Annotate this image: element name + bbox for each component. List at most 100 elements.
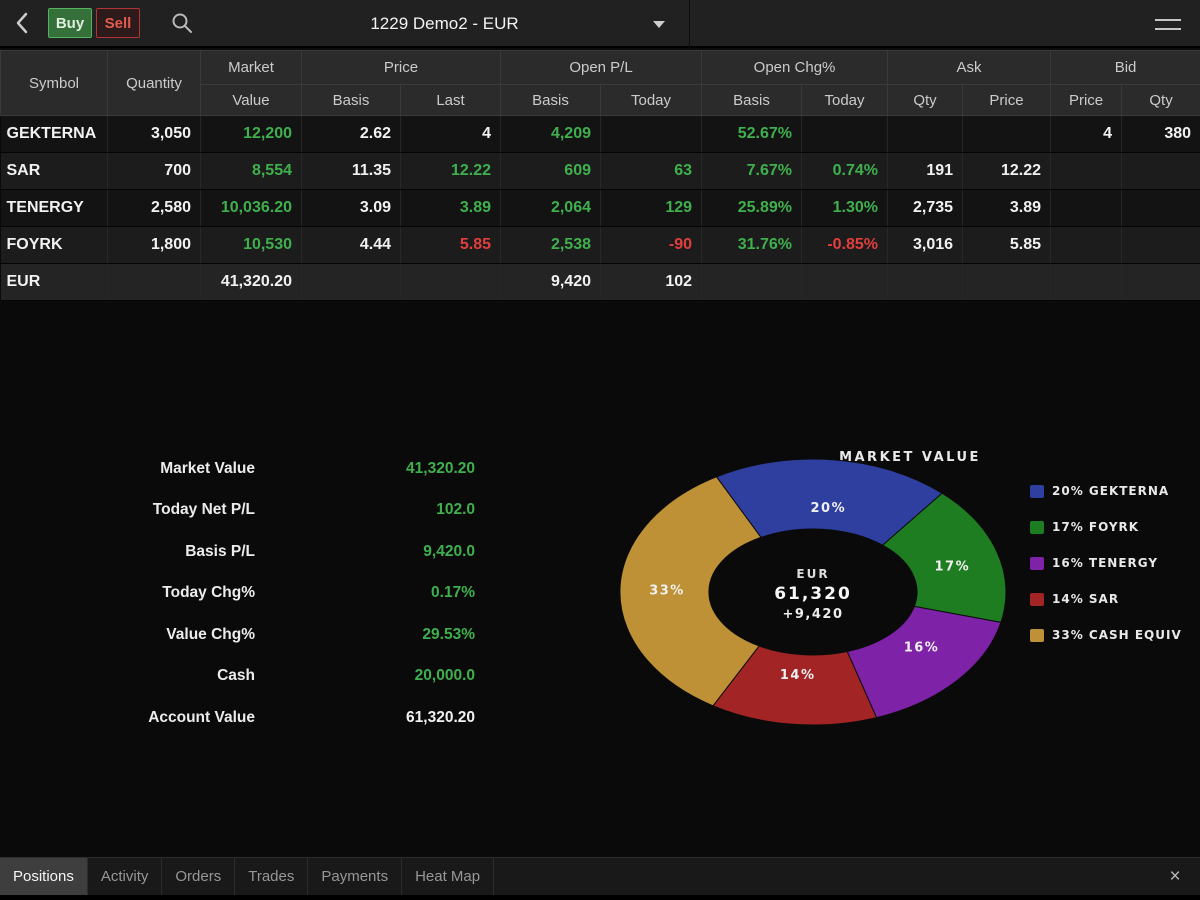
col-subheader-chg-today: Today [801,84,889,116]
value-cell: 3,050 [107,115,201,153]
chart-title: MARKET VALUE [839,450,981,465]
bottom-tabbar: Positions Activity Orders Trades Payments Hea… [0,857,1200,895]
value-cell: 3.89 [962,189,1052,227]
tab-heat-map[interactable]: Heat Map [402,858,495,895]
value-cell: 8,554 [200,152,302,190]
value-cell: 2.62 [301,115,401,153]
legend-swatch-icon [1030,592,1044,606]
value-cell [887,115,964,153]
value-cell: 4,209 [500,115,601,153]
close-button[interactable]: × [1160,858,1190,896]
col-header-symbol: Symbol [0,50,108,116]
sell-button[interactable]: Sell [96,8,140,38]
value-cell: 2,064 [500,189,601,227]
back-chevron-icon [16,12,28,34]
summary-label: Value Chg% [166,625,255,643]
pie-slice-tenergy [846,605,1002,719]
tab-trades[interactable]: Trades [235,858,309,895]
legend-swatch-icon [1030,556,1044,570]
summary-row: Value Chg% 29.53% [40,614,475,656]
value-cell [600,115,703,153]
value-cell: 31.76% [701,226,803,264]
value-cell [1050,189,1123,227]
value-cell: 380 [1121,115,1200,153]
position-row-gekterna[interactable]: GEKTERNA 3,050 12,200 2.62 4 4,209 52.67% 4 380 [0,115,1200,153]
value-cell [1121,263,1200,301]
tab-activity[interactable]: Activity [88,858,163,895]
value-cell: 5.85 [962,226,1052,264]
buy-button[interactable]: Buy [48,8,92,38]
value-cell: 3.09 [301,189,401,227]
summary-row: Today Net P/L 102.0 [40,490,475,532]
summary-label: Today Net P/L [152,501,255,519]
value-cell: 1,800 [107,226,201,264]
value-cell: 3.89 [400,189,501,227]
summary-label: Basis P/L [185,542,255,560]
summary-row: Market Value 41,320.20 [40,448,475,490]
position-row-eur[interactable]: EUR 41,320.20 9,420 102 [0,263,1200,301]
value-cell: 7.67% [701,152,803,190]
value-cell [962,263,1052,301]
legend-label: 16% TENERGY [1052,556,1159,570]
value-cell: 0.74% [801,152,889,190]
search-button[interactable] [164,0,200,47]
value-cell: 41,320.20 [200,263,302,301]
value-cell: 4.44 [301,226,401,264]
value-cell: 5.85 [400,226,501,264]
tab-payments[interactable]: Payments [308,858,403,895]
value-cell: 9,420 [500,263,601,301]
value-cell: 2,538 [500,226,601,264]
summary-row: Today Chg% 0.17% [40,573,475,615]
summary-label: Account Value [148,708,255,726]
value-cell [301,263,401,301]
summary-row: Cash 20,000.0 [40,656,475,698]
legend-swatch-icon [1030,628,1044,642]
summary-value: 61,320.20 [406,708,475,726]
position-row-foyrk[interactable]: FOYRK 1,800 10,530 4.44 5.85 2,538 -90 31.76% -0… [0,226,1200,264]
position-row-tenergy[interactable]: TENERGY 2,580 10,036.20 3.09 3.89 2,064 129 25.… [0,189,1200,227]
position-row-sar[interactable]: SAR 700 8,554 11.35 12.22 609 63 7.67% 0.74% 191 1… [0,152,1200,190]
symbol-cell: GEKTERNA [0,115,108,153]
legend-label: 20% GEKTERNA [1052,484,1170,498]
legend-label: 14% SAR [1052,592,1120,606]
value-cell: 609 [500,152,601,190]
summary-label: Cash [217,667,255,685]
summary-value: 0.17% [431,584,475,602]
pie-slice-label: 16% [904,641,940,656]
chart-legend: 20% GEKTERNA 17% FOYRK 16% TENERGY 14% SAR 3… [1030,480,1200,660]
bottom-strip [0,895,1200,900]
col-header-ask: Ask [887,50,1052,85]
legend-label: 33% CASH EQUIV [1052,628,1182,642]
value-cell: 1.30% [801,189,889,227]
value-cell: 12,200 [200,115,302,153]
menu-icon [1155,18,1181,21]
value-cell: 12.22 [962,152,1052,190]
col-subheader-bid-qty: Qty [1121,84,1200,116]
value-cell: 10,036.20 [200,189,302,227]
summary-row: Basis P/L 9,420.0 [40,531,475,573]
menu-button[interactable] [1148,0,1188,48]
pie-slice-label: 33% [649,584,685,599]
summary-value: 29.53% [422,625,475,643]
legend-item: 33% CASH EQUIV [1030,624,1200,646]
value-cell: 2,735 [887,189,964,227]
value-cell [801,263,889,301]
tab-orders[interactable]: Orders [162,858,236,895]
value-cell [1050,152,1123,190]
col-header-open-chg: Open Chg% [701,50,889,85]
value-cell [1121,226,1200,264]
symbol-cell: TENERGY [0,189,108,227]
value-cell: 3,016 [887,226,964,264]
value-cell [801,115,889,153]
summary-label: Market Value [160,459,255,477]
value-cell [887,263,964,301]
summary-value: 41,320.20 [406,459,475,477]
value-cell [400,263,501,301]
account-selector[interactable]: 1229 Demo2 - EUR [200,0,690,48]
tab-positions[interactable]: Positions [0,858,88,895]
value-cell: 4 [400,115,501,153]
value-cell: 25.89% [701,189,803,227]
summary-value: 9,420.0 [423,542,475,560]
value-cell [107,263,201,301]
back-button[interactable] [0,0,44,47]
